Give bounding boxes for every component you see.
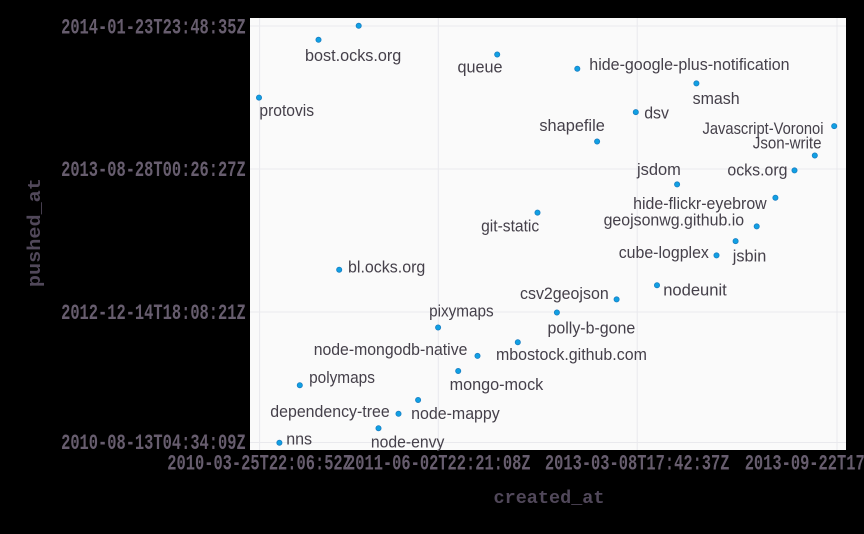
svg-text:dependency-tree: dependency-tree — [270, 402, 389, 421]
svg-text:bl.ocks.org: bl.ocks.org — [348, 257, 425, 276]
svg-text:nodeunit: nodeunit — [663, 280, 727, 299]
svg-text:smash: smash — [693, 89, 740, 108]
svg-text:git-static: git-static — [481, 216, 540, 235]
svg-text:node-mongodb-native: node-mongodb-native — [314, 340, 468, 359]
svg-text:bost.ocks.org: bost.ocks.org — [305, 46, 401, 65]
svg-text:jsbin: jsbin — [732, 246, 766, 265]
svg-text:Json-write: Json-write — [753, 133, 822, 152]
svg-text:shapefile: shapefile — [539, 116, 604, 135]
svg-text:2013-03-08T17:42:37Z: 2013-03-08T17:42:37Z — [545, 452, 730, 477]
svg-text:geojsonwg.github.io: geojsonwg.github.io — [604, 211, 745, 230]
svg-text:hide-google-plus-notification: hide-google-plus-notification — [589, 55, 789, 74]
svg-text:jsdom: jsdom — [636, 160, 681, 179]
svg-text:2013-09-22T17:42:37Z: 2013-09-22T17:42:37Z — [745, 452, 864, 477]
svg-text:mongo-mock: mongo-mock — [450, 375, 544, 394]
svg-text:cube-logplex: cube-logplex — [619, 243, 710, 262]
svg-text:2010-03-25T22:06:52Z: 2010-03-25T22:06:52Z — [167, 452, 352, 477]
svg-text:mbostock.github.com: mbostock.github.com — [496, 345, 647, 364]
svg-text:node-envy: node-envy — [371, 433, 445, 452]
svg-text:csv2geojson: csv2geojson — [520, 284, 609, 303]
svg-text:2014-01-23T23:48:35Z: 2014-01-23T23:48:35Z — [61, 16, 246, 41]
svg-text:created_at: created_at — [494, 489, 605, 509]
svg-text:ocks.org: ocks.org — [727, 160, 787, 179]
svg-text:pixymaps: pixymaps — [429, 302, 494, 321]
svg-text:node-mappy: node-mappy — [411, 404, 500, 423]
svg-text:2013-08-28T00:26:27Z: 2013-08-28T00:26:27Z — [61, 158, 246, 183]
svg-text:polymaps: polymaps — [309, 368, 375, 387]
svg-text:polly-b-gone: polly-b-gone — [548, 319, 636, 338]
svg-text:2010-08-13T04:34:09Z: 2010-08-13T04:34:09Z — [61, 431, 246, 456]
svg-text:hide-flickr-eyebrow: hide-flickr-eyebrow — [633, 194, 767, 213]
svg-text:pushed_at: pushed_at — [26, 178, 46, 287]
svg-text:queue: queue — [458, 58, 503, 77]
svg-text:2011-06-02T22:21:08Z: 2011-06-02T22:21:08Z — [346, 452, 531, 477]
svg-text:Javascript-Voronoi: Javascript-Voronoi — [703, 119, 824, 138]
svg-text:dsv: dsv — [644, 103, 669, 122]
svg-text:2012-12-14T18:08:21Z: 2012-12-14T18:08:21Z — [61, 301, 246, 326]
svg-text:nns: nns — [286, 429, 312, 448]
svg-text:protovis: protovis — [259, 101, 314, 120]
